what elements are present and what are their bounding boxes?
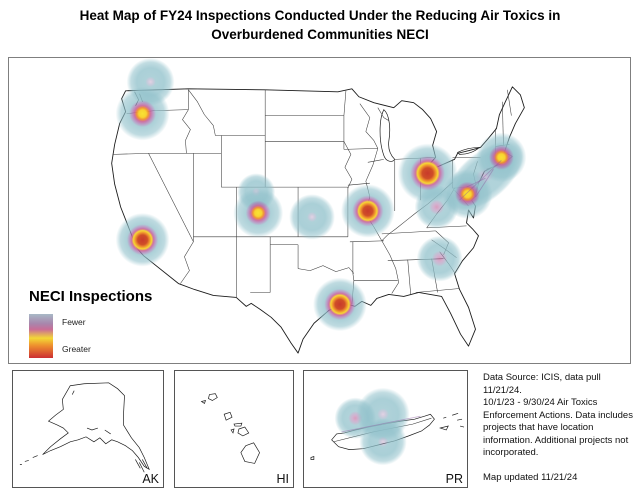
state-borders: [112, 89, 512, 305]
lake-michigan: [379, 109, 396, 162]
alaska-inset-panel: AK: [12, 370, 164, 488]
mona-island: [310, 456, 315, 460]
virgin-islands: [452, 412, 465, 428]
hawaii-label: HI: [276, 472, 290, 486]
source-paragraph-2: 10/1/23 - 9/30/24 Air Toxics Enforcement…: [483, 397, 633, 459]
us-heat-map: [111, 58, 527, 354]
heat-streak: [341, 415, 421, 433]
legend: NECI Inspections Fewer Greater: [29, 288, 219, 358]
heat-streak: [459, 160, 502, 201]
hawaii-inset-panel: HI: [174, 370, 294, 488]
page-title: Heat Map of FY24 Inspections Conducted U…: [10, 7, 630, 45]
legend-label-greater: Greater: [62, 344, 91, 354]
hotspot-denver-co: [233, 188, 284, 238]
alaska-coast-detail: [71, 390, 111, 435]
alaska-outline: [42, 382, 150, 471]
hawaii-map: [200, 393, 260, 464]
vieques-culebra-islands: [439, 416, 449, 431]
legend-title: NECI Inspections: [29, 288, 153, 305]
title-line-1: Heat Map of FY24 Inspections Conducted U…: [79, 8, 561, 23]
title-line-2: Overburdened Communities NECI: [211, 26, 429, 42]
legend-label-fewer: Fewer: [62, 317, 86, 327]
hotspot-los-angeles-ca: [115, 212, 170, 267]
map-updated-note: Map updated 11/21/24: [483, 471, 578, 483]
data-source-notes: Data Source: ICIS, data pull 11/21/24. 1…: [483, 372, 635, 484]
hotspot-kansas: [289, 194, 335, 240]
hotspot-georgia-south-carolina: [416, 235, 463, 282]
hotspot-st-louis-mo: [340, 184, 395, 238]
aleutian-islands: [19, 455, 38, 465]
alaska-map: [19, 382, 150, 473]
hotspot-layer: [334, 387, 410, 466]
alaska-label: AK: [142, 472, 159, 486]
hotspot-cleveland-oh: [397, 143, 458, 204]
hotspot-houston-tx: [313, 277, 367, 332]
puerto-rico-map: [310, 387, 465, 466]
hotspot-layer: [115, 58, 527, 332]
heat-streak: [475, 169, 494, 198]
alaska-panhandle-islands: [135, 459, 148, 473]
legend-gradient-bar: [29, 314, 53, 358]
main-map-panel: NECI Inspections Fewer Greater: [8, 57, 631, 364]
hotspot-portland-or: [115, 86, 170, 141]
source-paragraph-1: Data Source: ICIS, data pull 11/21/24.: [483, 372, 601, 396]
streak-layer: [341, 415, 421, 433]
puerto-rico-label: PR: [445, 472, 463, 486]
hotspot-pr-south: [359, 418, 407, 466]
streak-layer: [459, 160, 502, 201]
hotspot-boston-ma: [476, 132, 527, 183]
hawaii-islands: [200, 393, 260, 464]
heat-streak: [466, 177, 486, 188]
puerto-rico-inset-panel: PR: [303, 370, 468, 488]
